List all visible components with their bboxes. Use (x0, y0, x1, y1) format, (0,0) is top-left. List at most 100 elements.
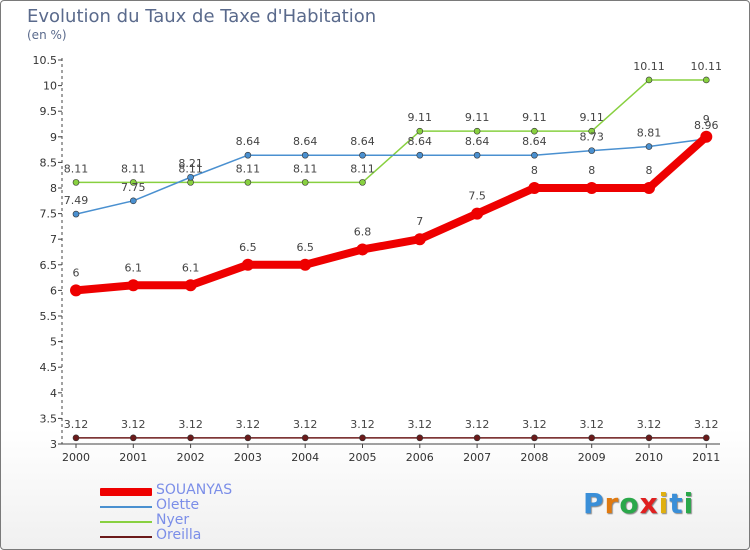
data-label: 3.12 (465, 418, 490, 431)
data-point (301, 179, 309, 186)
data-point (301, 434, 309, 442)
data-label: 8 (646, 164, 653, 177)
data-label: 8.96 (694, 119, 719, 132)
x-tick-label: 2002 (177, 451, 205, 464)
data-point (531, 434, 538, 442)
data-point (130, 434, 137, 442)
data-point (301, 151, 309, 159)
logo-letter: x (639, 487, 659, 520)
legend-label-olette: Olette (156, 497, 200, 513)
x-tick-label: 2003 (234, 451, 262, 464)
x-tick-label: 2004 (291, 451, 319, 464)
data-point (416, 434, 424, 442)
data-point (359, 179, 366, 186)
series-line-souanyas (72, 132, 711, 295)
data-label: 3.12 (522, 418, 547, 431)
y-tick-label: 7.5 (40, 208, 58, 221)
chart-title: Evolution du Taux de Taxe d'Habitation (27, 6, 377, 27)
data-point (187, 434, 194, 442)
data-point (130, 197, 137, 205)
y-tick-label: 3.5 (40, 412, 58, 425)
x-tick-label: 2006 (406, 451, 434, 464)
x-tick-label: 2009 (578, 451, 606, 464)
data-point (187, 173, 194, 181)
data-label: 8.64 (293, 135, 318, 148)
y-tick-label: 9 (50, 131, 57, 144)
data-label: 6.5 (296, 241, 314, 254)
data-label: 8.11 (236, 162, 261, 175)
data-point (356, 243, 369, 256)
legend-swatch-nyer (100, 521, 152, 523)
y-tick-label: 3 (50, 438, 57, 451)
x-tick-label: 2011 (692, 451, 720, 464)
data-label: 9.11 (465, 111, 490, 124)
x-tick-label: 2000 (62, 451, 90, 464)
data-point (184, 279, 197, 292)
data-label: 8.64 (408, 135, 433, 148)
data-point (72, 210, 80, 218)
y-tick-label: 6.5 (40, 259, 58, 272)
logo-letter: P (583, 487, 605, 520)
data-point (585, 182, 598, 194)
logo-letter: r (604, 487, 620, 520)
data-label: 3.12 (64, 418, 89, 431)
data-label: 3.12 (121, 418, 146, 431)
data-label: 3.12 (408, 418, 433, 431)
data-point (645, 434, 653, 442)
data-label: 6.1 (182, 261, 200, 274)
data-point (359, 151, 366, 159)
data-label: 3.12 (293, 418, 318, 431)
data-label: 8.11 (293, 162, 318, 175)
x-tick-label: 2007 (463, 451, 491, 464)
x-tick-label: 2010 (635, 451, 663, 464)
series-line-nyer (75, 79, 708, 184)
data-point (416, 151, 424, 159)
legend-label-souanyas: SOUANYAS (156, 482, 233, 498)
data-label: 8.64 (465, 135, 490, 148)
data-label: 9.11 (579, 111, 604, 124)
data-label: 8 (588, 164, 595, 177)
data-point (531, 151, 538, 159)
data-point (588, 434, 596, 442)
data-label: 8.11 (350, 162, 375, 175)
data-label: 10.11 (691, 60, 723, 73)
logo-letter: t (669, 487, 684, 520)
data-point (299, 258, 312, 271)
logo-letter: i (658, 487, 670, 520)
data-point (702, 76, 710, 84)
data-label: 7 (416, 215, 423, 228)
data-label: 3.12 (236, 418, 261, 431)
data-label: 8 (531, 164, 538, 177)
data-point (413, 233, 426, 246)
data-point (72, 179, 80, 186)
y-tick-label: 10 (43, 80, 57, 93)
data-label: 8.81 (637, 127, 662, 140)
data-point (473, 434, 481, 442)
data-label: 8.64 (350, 135, 375, 148)
legend-label-oreilla: Oreilla (156, 527, 202, 543)
data-point (471, 207, 484, 220)
data-label: 8.11 (178, 162, 203, 175)
proxiti-logo: Proxiti (583, 487, 694, 520)
data-point (473, 127, 481, 135)
data-label: 8.11 (121, 162, 146, 175)
data-point (244, 434, 252, 442)
y-tick-label: 5 (50, 336, 57, 349)
data-point (416, 127, 424, 135)
data-point (70, 284, 82, 297)
data-label: 8.73 (579, 131, 604, 144)
data-point (244, 179, 252, 186)
y-tick-label: 9.5 (40, 105, 58, 118)
data-label: 9.11 (522, 111, 547, 124)
data-label: 9 (703, 113, 710, 126)
y-tick-label: 7 (50, 233, 57, 246)
legend-swatch-souanyas (100, 488, 152, 496)
x-tick-label: 2005 (349, 451, 377, 464)
logo-letter: o (619, 487, 640, 520)
legend-swatch-oreilla (100, 536, 152, 538)
data-point (588, 127, 596, 135)
y-tick-label: 6 (50, 284, 57, 297)
data-point (72, 434, 80, 442)
legend-swatch-olette (100, 506, 152, 508)
data-label: 8.64 (522, 135, 547, 148)
